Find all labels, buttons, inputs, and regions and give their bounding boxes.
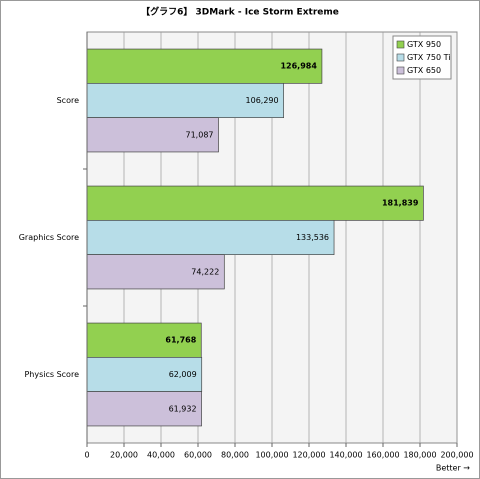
x-tick-label: 180,000 <box>403 451 436 460</box>
bar <box>86 322 202 358</box>
x-tick-label: 200,000 <box>440 451 473 460</box>
x-tick-label: 0 <box>84 451 89 460</box>
legend-label: GTX 950 <box>407 40 441 49</box>
bar <box>86 357 203 393</box>
bar <box>86 391 202 427</box>
annotation: Better → <box>436 464 470 473</box>
chart-title: 【グラフ6】 3DMark - Ice Storm Extreme <box>141 6 339 18</box>
bar <box>86 220 335 256</box>
value-label: 181,839 <box>382 199 419 208</box>
x-tick-label: 160,000 <box>366 451 399 460</box>
legend-swatch <box>396 40 405 49</box>
bar <box>86 185 424 221</box>
legend-label: GTX 650 <box>407 66 441 75</box>
x-tick-label: 60,000 <box>184 451 212 460</box>
x-tick-label: 20,000 <box>110 451 138 460</box>
x-tick-label: 120,000 <box>292 451 325 460</box>
value-label: 61,768 <box>165 336 196 345</box>
value-label: 126,984 <box>280 62 317 71</box>
y-tick-label: Score <box>57 96 79 105</box>
x-tick-label: 40,000 <box>147 451 175 460</box>
value-label: 74,222 <box>191 267 219 276</box>
y-tick-label: Graphics Score <box>19 233 79 242</box>
value-label: 106,290 <box>246 96 279 105</box>
bar <box>86 82 284 118</box>
legend-swatch <box>396 66 405 75</box>
x-tick-label: 100,000 <box>255 451 288 460</box>
bar <box>86 254 225 290</box>
x-tick-label: 140,000 <box>329 451 362 460</box>
legend-label: GTX 750 Ti <box>407 53 451 62</box>
legend-swatch <box>396 53 405 62</box>
value-label: 133,536 <box>296 233 329 242</box>
y-tick-label: Physics Score <box>24 370 79 379</box>
value-label: 62,009 <box>169 370 197 379</box>
bar <box>86 117 219 153</box>
x-tick-label: 80,000 <box>221 451 249 460</box>
bar <box>86 48 323 84</box>
value-label: 61,932 <box>169 404 197 413</box>
value-label: 71,087 <box>186 130 214 139</box>
